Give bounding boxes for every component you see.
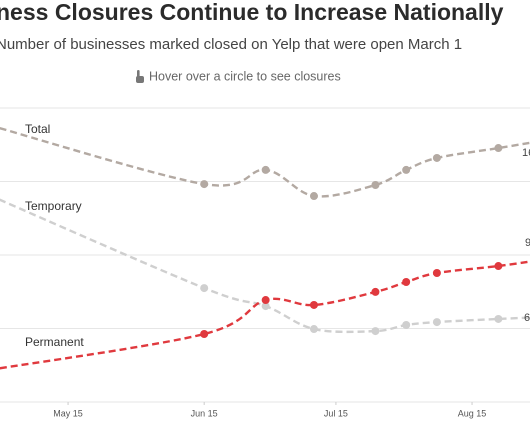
end-label: 6 bbox=[524, 312, 530, 324]
data-point bbox=[309, 300, 318, 309]
x-tick-label: Jun 15 bbox=[191, 408, 218, 418]
data-point bbox=[402, 165, 411, 174]
hand-icon bbox=[136, 70, 144, 83]
series-label: Temporary bbox=[25, 199, 82, 213]
series-line bbox=[0, 198, 530, 334]
data-point bbox=[402, 278, 411, 287]
series-label: Total bbox=[25, 122, 50, 136]
hover-note: Hover over a circle to see closures bbox=[149, 69, 341, 83]
data-point bbox=[309, 325, 318, 334]
data-point bbox=[200, 330, 209, 339]
plot-area: May 15 Jun 15 Jul 15 Aug 15 Total 16 Temporary… bbox=[0, 107, 530, 418]
data-point bbox=[494, 314, 503, 323]
series-line bbox=[0, 126, 530, 198]
chart-subtitle: Number of businesses marked closed on Ye… bbox=[0, 36, 462, 53]
data-point bbox=[432, 153, 441, 162]
data-point bbox=[309, 192, 318, 201]
data-point bbox=[261, 296, 270, 305]
x-tick-label: May 15 bbox=[53, 408, 83, 418]
series-line bbox=[0, 260, 530, 370]
x-tick-label: Aug 15 bbox=[458, 408, 487, 418]
data-point bbox=[200, 180, 209, 189]
data-point bbox=[494, 262, 503, 271]
end-label: 16 bbox=[522, 147, 530, 159]
data-point bbox=[371, 180, 380, 189]
x-tick-label: Jul 15 bbox=[324, 408, 348, 418]
data-point bbox=[432, 269, 441, 278]
chart-title: ness Closures Continue to Increase Natio… bbox=[0, 0, 504, 25]
data-point bbox=[261, 302, 270, 311]
data-point bbox=[402, 321, 411, 330]
data-point bbox=[494, 144, 503, 153]
data-point bbox=[261, 165, 270, 174]
data-point bbox=[371, 327, 380, 336]
series-label: Permanent bbox=[25, 335, 84, 349]
data-point bbox=[432, 318, 441, 327]
data-point bbox=[200, 284, 209, 293]
data-point bbox=[371, 287, 380, 296]
end-label: 9 bbox=[525, 237, 530, 249]
